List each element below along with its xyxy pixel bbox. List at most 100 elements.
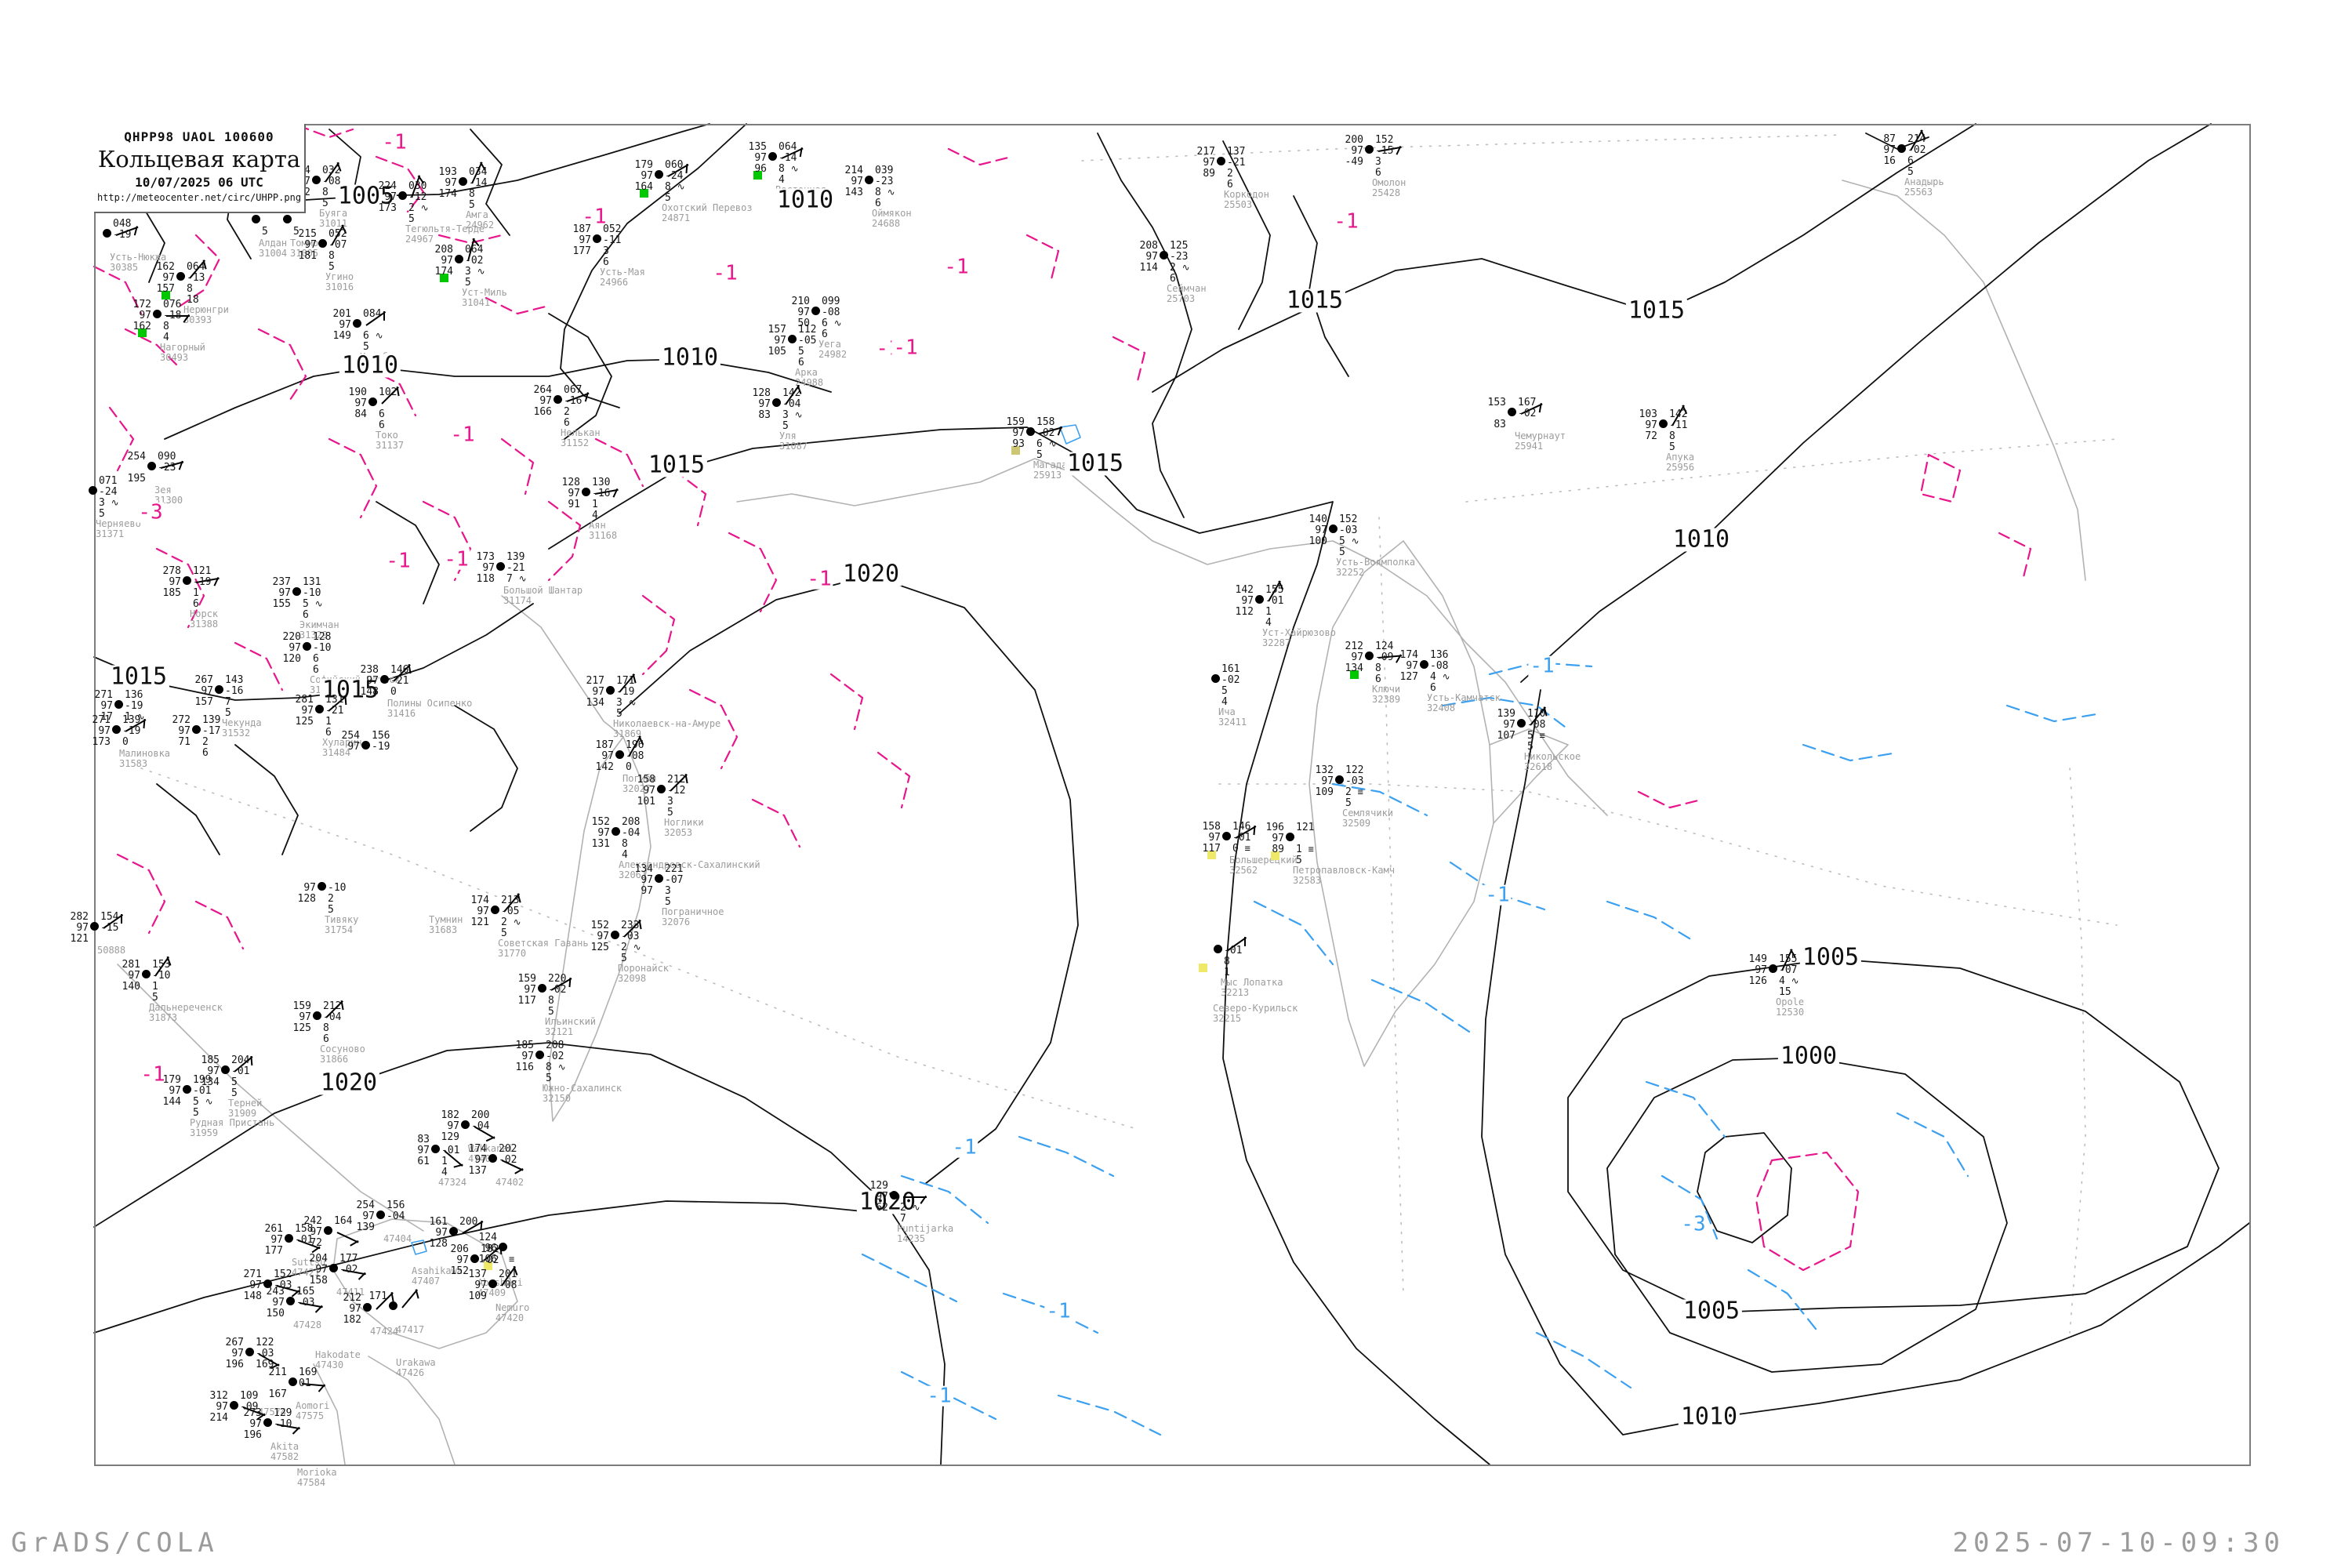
station-val-ml: 97 bbox=[231, 1347, 244, 1359]
station-val-mr: -11 bbox=[603, 234, 622, 246]
station-val-b2: 5 bbox=[1907, 165, 1914, 178]
station-plot: 87 214 97 -02 16 6 5 bbox=[1875, 133, 1929, 177]
station-val-tl: 271 bbox=[243, 1268, 262, 1280]
station-val-tl: 157 bbox=[768, 323, 786, 336]
station-val-mr: -08 bbox=[499, 1279, 517, 1291]
station-circle-icon bbox=[535, 1051, 544, 1059]
station-val-br: 2 ∿ bbox=[408, 201, 429, 214]
station-circle-icon bbox=[1365, 652, 1374, 660]
station-val-tl bbox=[1191, 934, 1213, 945]
station-val-ml: 97 bbox=[524, 983, 536, 996]
station-val-b2: 4 bbox=[441, 1166, 448, 1178]
station-val-bl: 120 bbox=[282, 652, 301, 665]
station-marker-square-icon bbox=[440, 274, 448, 282]
station-val-tl: 152 bbox=[590, 919, 609, 931]
station-name-label: Амга 24962 bbox=[466, 209, 495, 230]
station-val-br: 8 bbox=[323, 1022, 329, 1034]
station-val-br: 2 bbox=[564, 405, 570, 418]
station-val-tl: 267 bbox=[225, 1336, 244, 1348]
station-val-mr: -15 bbox=[100, 921, 119, 934]
station-plot: 204 177 97 -02 158 bbox=[307, 1253, 361, 1286]
station-val-br: 5 bbox=[262, 225, 268, 238]
station-circle-icon bbox=[183, 576, 191, 585]
station-plot: 173 139 97 -21 118 7 ∿ bbox=[474, 551, 528, 584]
station-circle-icon bbox=[245, 1348, 254, 1356]
station-val-tl: 271 bbox=[94, 688, 113, 701]
station-circle-icon bbox=[312, 176, 321, 184]
station-plot: 159 158 97 -02 93 6 ∿ 5 bbox=[1004, 416, 1058, 460]
station-plot: 193 034 97 -14 174 8 5 bbox=[436, 166, 490, 210]
station-val-mr: -10 bbox=[152, 969, 171, 982]
front-anomaly-label: -1 bbox=[711, 261, 739, 285]
station-val-bl bbox=[80, 240, 102, 251]
station-val-b2: 4 bbox=[622, 848, 628, 861]
station-val-ml: 97 bbox=[366, 674, 379, 687]
station-val-mr: -21 bbox=[325, 704, 344, 717]
station-val-tr: 110 bbox=[1527, 707, 1546, 720]
station-val-ml: 97 bbox=[1755, 964, 1767, 976]
station-val-br bbox=[291, 1455, 313, 1466]
station-val-bl: 125 bbox=[295, 715, 314, 728]
station-val-tl: 128 bbox=[752, 387, 771, 399]
station-val-mr: -03 bbox=[1339, 524, 1358, 536]
station-val-ml: 97 bbox=[417, 1144, 430, 1156]
station-circle-icon bbox=[114, 700, 123, 709]
front-anomaly-label: -1 bbox=[1332, 209, 1360, 234]
station-val-br: 0 bbox=[122, 735, 129, 748]
station-val-br: 8 bbox=[548, 994, 554, 1007]
station-val-mr: -10 bbox=[274, 1417, 292, 1430]
weather-symbol-icon: ≡ bbox=[1308, 843, 1314, 855]
station-val-tl: 242 bbox=[303, 1214, 322, 1227]
station-val-bl: 128 bbox=[297, 892, 316, 905]
station-val-tl: 161 bbox=[429, 1215, 448, 1228]
station-circle-icon bbox=[90, 922, 99, 931]
station-val-tr: 099 bbox=[822, 295, 840, 307]
station-val-bl bbox=[399, 902, 421, 913]
station-name-label: Morioka 47584 bbox=[297, 1467, 337, 1488]
station-val-mr: -01 bbox=[231, 1065, 250, 1077]
station-val-tr: 165 bbox=[296, 1285, 315, 1298]
station-val-mr: -04 bbox=[782, 397, 801, 410]
station-plot: 162 064 97 -13 157 8 18 bbox=[154, 261, 208, 305]
station-val-bl: 109 bbox=[1315, 786, 1334, 798]
station-plot: 282 154 97 -15 121 bbox=[67, 911, 122, 944]
front-anomaly-label: -1 bbox=[805, 567, 833, 591]
station-val-b2: 6 bbox=[303, 608, 309, 621]
station-val-br bbox=[390, 1345, 412, 1356]
station-val-br: 1 bbox=[1265, 605, 1272, 618]
station-circle-icon bbox=[176, 272, 185, 281]
weather-symbol-icon: ≡ bbox=[509, 1253, 515, 1265]
station-name-label: Puntijarka 14235 bbox=[897, 1223, 954, 1244]
map-header-box: QHPP98 UAOL 100600 Кольцевая карта 10/07… bbox=[94, 124, 306, 213]
station-circle-icon bbox=[459, 177, 467, 186]
station-plot: 243 165 97 -03 150 bbox=[263, 1286, 318, 1319]
station-val-tl bbox=[1183, 969, 1205, 980]
station-val-br: 1 bbox=[592, 498, 598, 510]
station-val-br: 6 bbox=[313, 652, 319, 665]
station-plot: -01 8 1 bbox=[1191, 934, 1245, 978]
station-val-b2: 4 bbox=[1221, 695, 1228, 708]
station-circle-icon bbox=[1329, 524, 1338, 533]
station-marker-square-icon bbox=[640, 189, 648, 198]
station-val-ml bbox=[125, 462, 147, 473]
station-val-br: 5 bbox=[231, 1076, 238, 1088]
station-circle-icon bbox=[582, 488, 590, 496]
station-val-mr: -08 bbox=[1527, 718, 1546, 731]
station-val-ml bbox=[80, 229, 102, 240]
weather-symbol-icon: ∿ bbox=[136, 710, 145, 722]
station-val-mr: -01 bbox=[1265, 594, 1284, 607]
isobar-label: 1020 bbox=[840, 562, 902, 586]
station-val-b2: 6 bbox=[1375, 166, 1381, 179]
station-val-bl bbox=[339, 752, 361, 763]
station-name-label: Уега 24982 bbox=[818, 339, 848, 360]
station-val-br bbox=[1207, 991, 1229, 1002]
station-val-tl: 281 bbox=[295, 693, 314, 706]
station-val-ml: 97 bbox=[851, 175, 863, 187]
station-val-mr bbox=[405, 1243, 427, 1254]
station-plot: 281 153 97 -10 140 1 5 bbox=[119, 959, 173, 1003]
station-val-mr: -19 bbox=[125, 699, 143, 712]
station-val-b2: 6 bbox=[202, 746, 209, 759]
station-val-ml bbox=[266, 1377, 288, 1388]
station-val-tr: 064 bbox=[779, 140, 797, 153]
station-circle-icon bbox=[329, 1264, 338, 1272]
